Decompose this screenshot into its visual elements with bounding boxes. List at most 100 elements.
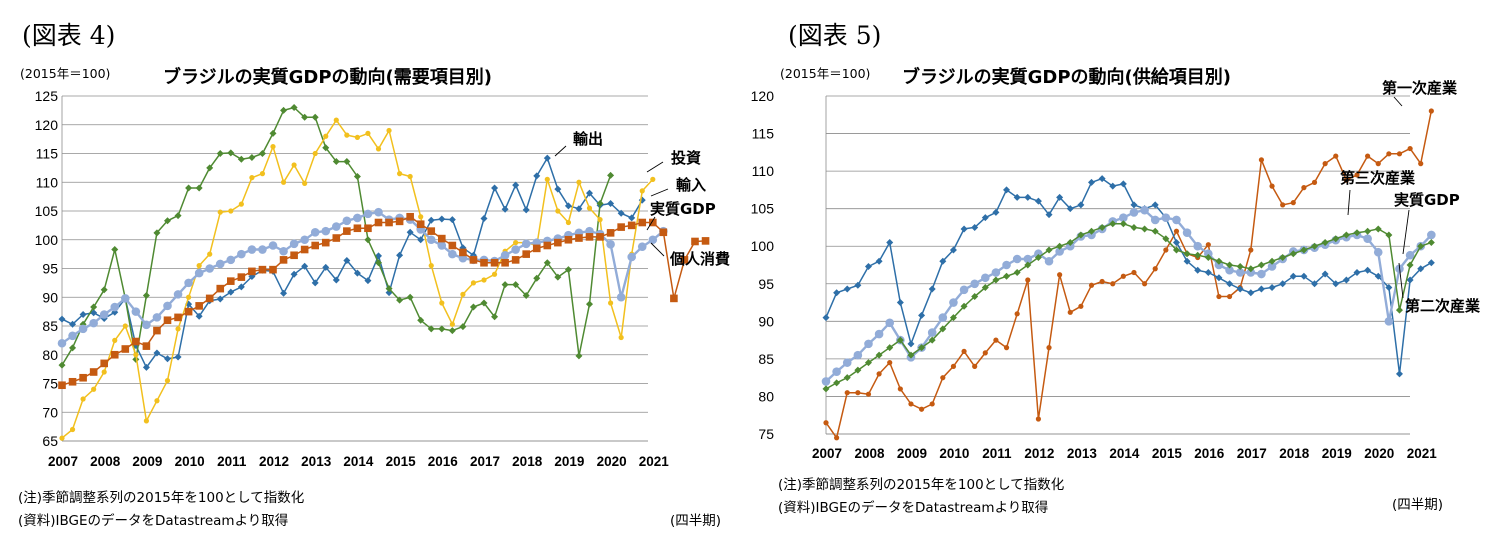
data-point: [142, 363, 150, 371]
data-point: [1194, 251, 1202, 259]
data-point: [1214, 260, 1224, 270]
data-point: [972, 363, 978, 369]
data-point: [332, 222, 341, 231]
data-point: [1353, 269, 1361, 277]
data-point: [184, 307, 193, 316]
data-point: [406, 228, 414, 236]
data-point: [438, 234, 446, 243]
data-point: [89, 368, 98, 376]
data-point: [353, 173, 361, 180]
data-point: [154, 398, 160, 404]
data-point: [833, 289, 841, 297]
data-point: [1268, 257, 1276, 265]
data-point: [533, 274, 541, 282]
data-point: [237, 283, 245, 291]
data-point: [961, 348, 967, 354]
data-point: [174, 212, 182, 220]
data-point: [364, 236, 372, 244]
data-point: [194, 268, 204, 278]
data-point: [460, 291, 466, 297]
annotation-leader: [1393, 96, 1403, 107]
data-point: [91, 386, 97, 392]
data-point: [618, 334, 624, 341]
series-line: [61, 210, 665, 345]
data-point: [939, 257, 947, 265]
data-point: [1247, 265, 1255, 273]
data-point: [1386, 151, 1392, 157]
data-point: [374, 207, 383, 217]
data-point: [1024, 193, 1032, 201]
data-point: [438, 215, 446, 223]
data-point: [887, 360, 893, 366]
period-unit: (四半期): [1392, 497, 1444, 513]
data-point: [875, 257, 883, 265]
data-point: [343, 256, 351, 264]
data-point: [164, 378, 171, 384]
data-point: [312, 150, 318, 157]
data-point: [1354, 172, 1360, 178]
data-point: [991, 268, 1001, 277]
data-point: [438, 325, 446, 333]
data-point: [174, 353, 182, 361]
base-year-label: (2015年＝100): [20, 66, 111, 81]
data-point: [1088, 178, 1095, 186]
data-point: [1342, 231, 1350, 239]
data-point: [100, 359, 108, 368]
data-point: [821, 377, 831, 386]
data-point: [448, 327, 456, 335]
data-point: [1152, 266, 1158, 272]
data-point: [228, 208, 234, 214]
data-point: [501, 258, 509, 267]
series-label: 輸出: [573, 130, 603, 148]
data-point: [586, 189, 593, 197]
data-point: [1013, 269, 1021, 277]
series-label: 輸入: [676, 176, 706, 194]
x-tick-label: 2011: [982, 446, 1012, 461]
data-point: [1098, 223, 1106, 231]
data-point: [1385, 231, 1393, 239]
data-point: [843, 285, 851, 293]
data-point: [627, 221, 636, 230]
x-tick-label: 2021: [1407, 446, 1438, 461]
data-point: [143, 418, 149, 424]
data-point: [449, 321, 455, 327]
data-point: [300, 235, 309, 245]
data-point: [1257, 261, 1265, 269]
data-point: [1110, 281, 1116, 287]
data-point: [196, 263, 202, 269]
data-point: [238, 201, 244, 207]
data-point: [971, 293, 979, 301]
annotation-leader: [554, 145, 567, 157]
data-point: [564, 266, 572, 274]
data-point: [470, 280, 477, 286]
data-point: [992, 276, 1000, 284]
data-point: [1280, 202, 1286, 208]
data-point: [416, 220, 425, 229]
data-point: [981, 284, 989, 292]
data-point: [897, 386, 903, 392]
data-point: [227, 149, 235, 157]
data-point: [268, 241, 278, 250]
data-point: [844, 390, 850, 396]
data-point: [1099, 278, 1105, 285]
data-point: [1077, 231, 1085, 239]
data-point: [185, 184, 193, 192]
x-tick-label: 2017: [1237, 446, 1267, 461]
data-point: [321, 226, 331, 236]
x-tick-label: 2012: [259, 454, 289, 469]
data-point: [1226, 293, 1233, 300]
x-tick-label: 2009: [132, 454, 162, 469]
data-point: [864, 339, 873, 349]
data-point: [291, 162, 297, 168]
data-point: [1375, 161, 1381, 167]
data-point: [163, 316, 172, 325]
data-point: [1247, 289, 1255, 297]
data-point: [1290, 200, 1296, 206]
y-tick-label: 95: [42, 261, 58, 277]
data-point: [164, 217, 171, 225]
data-point: [68, 331, 77, 341]
annotation-leader: [650, 242, 665, 257]
data-point: [58, 315, 66, 323]
data-point: [907, 340, 915, 348]
data-point: [480, 258, 488, 267]
